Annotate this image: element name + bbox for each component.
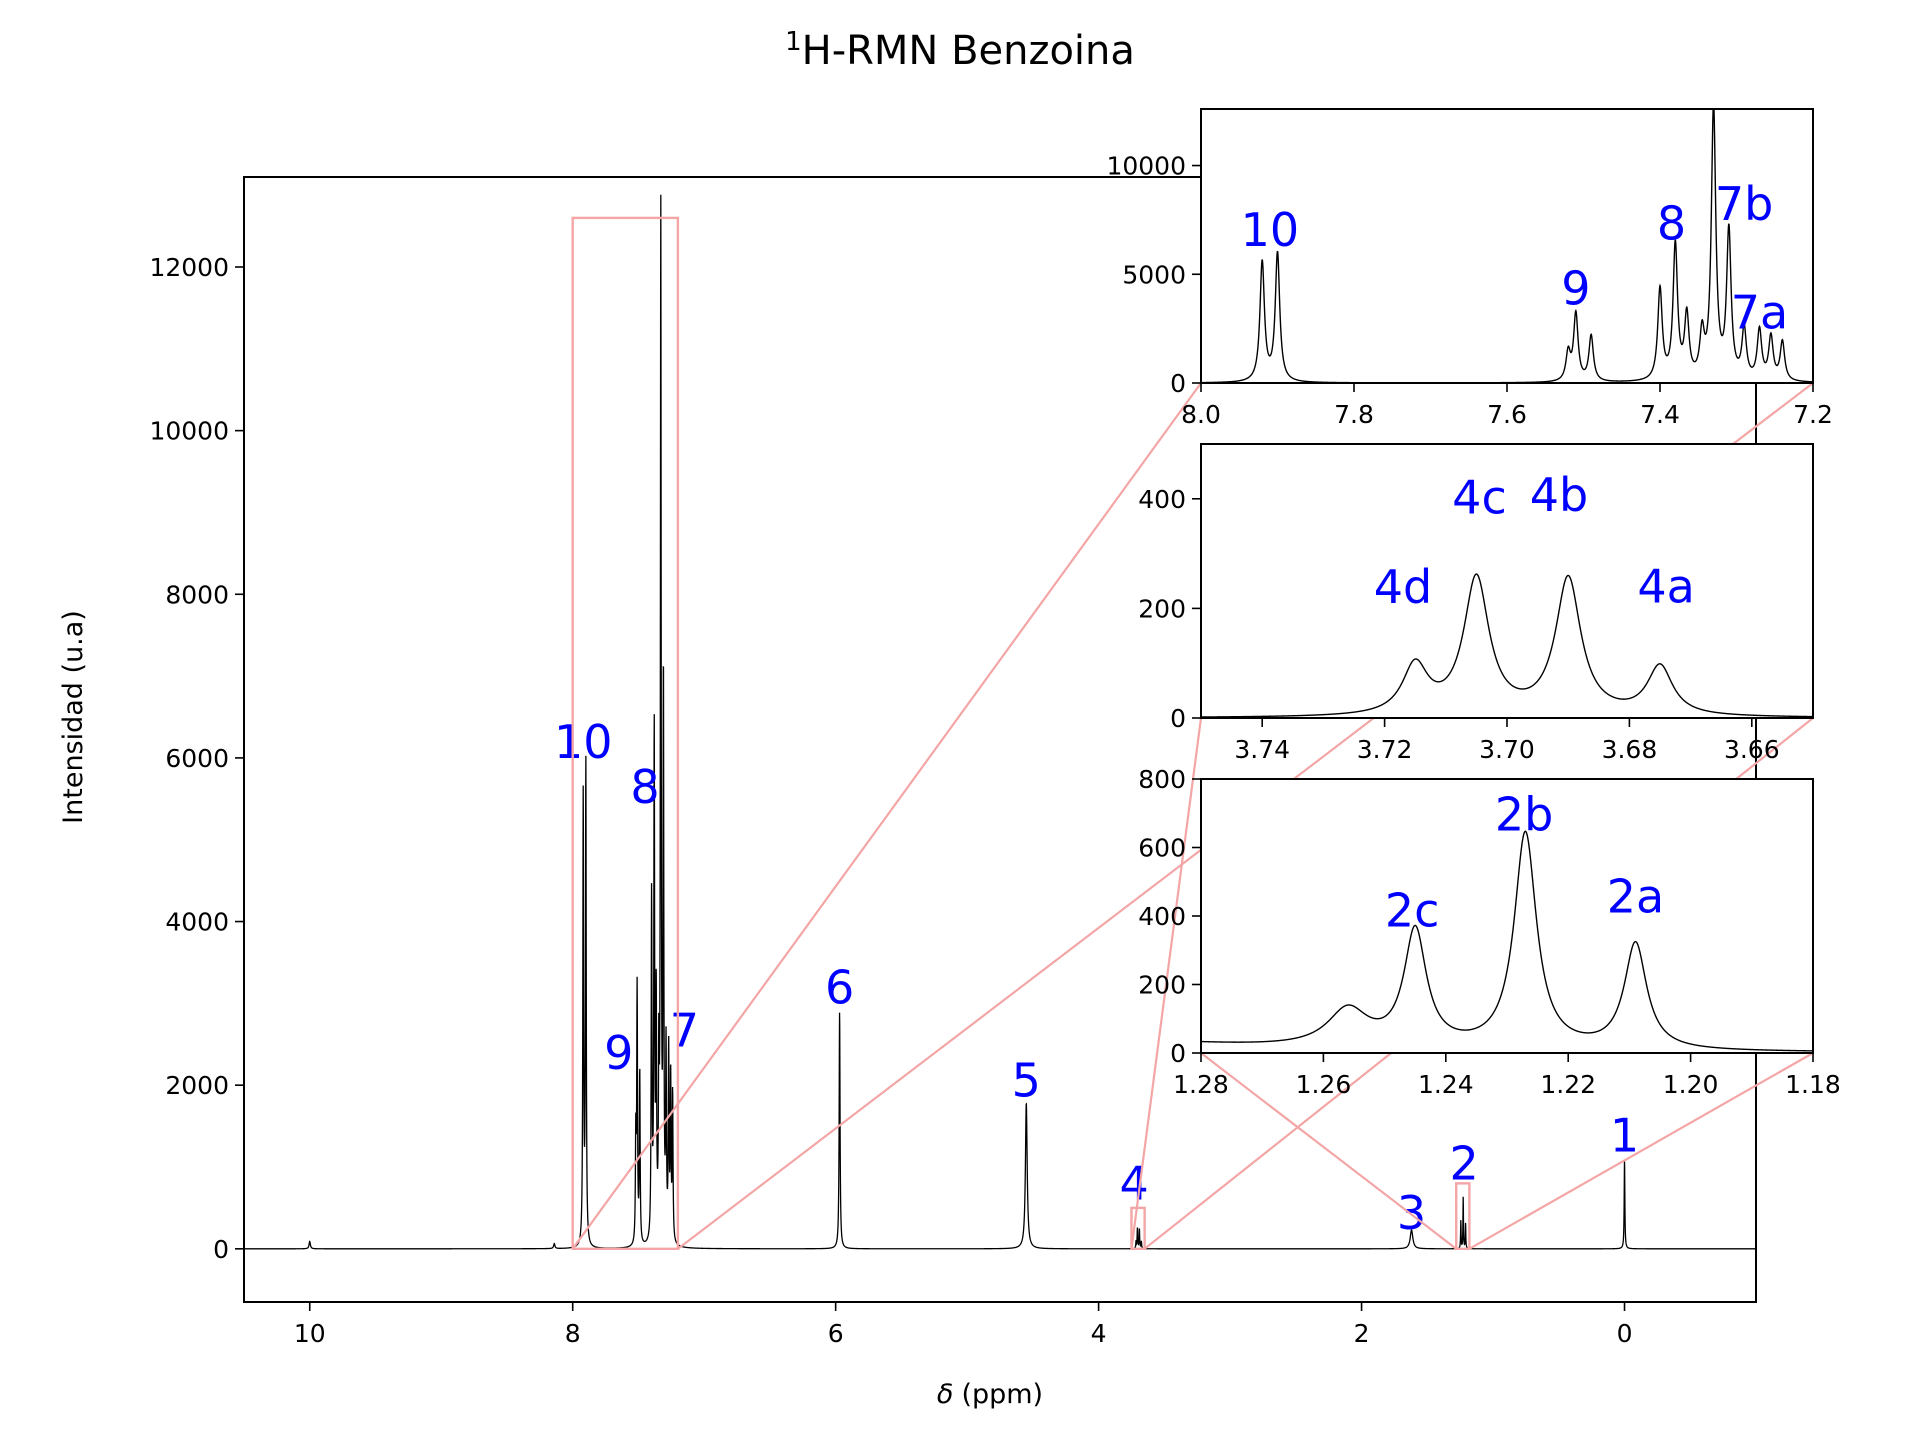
inset-1-xtick-label: 8.0 <box>1181 400 1221 429</box>
zoom-region-box <box>571 216 680 1251</box>
zoom-region-box <box>1130 1206 1146 1251</box>
inset-2-xtick-label: 3.68 <box>1602 735 1658 764</box>
inset-3-xtick-label: 1.20 <box>1663 1070 1719 1099</box>
inset-2-ytick-label: 400 <box>1138 485 1186 514</box>
main-peak-label: 1 <box>1610 1108 1639 1162</box>
x-axis-label-symbol: δ <box>937 1379 954 1410</box>
inset-2-peak-label: 4d <box>1374 560 1432 614</box>
inset-3-ytick-label: 0 <box>1170 1039 1186 1068</box>
main-frame <box>243 176 1757 1303</box>
inset-3-xtick-label: 1.28 <box>1173 1070 1229 1099</box>
main-xtick-label: 2 <box>1354 1319 1370 1348</box>
main-ytick-label: 4000 <box>165 908 229 937</box>
inset-1.2ppm-zoom: 1.28 1.26 1.24 1.22 1.20 1.18 0 200 400 600 800 2c 2… <box>1138 765 1841 1099</box>
zoom-region-box <box>1455 1182 1471 1251</box>
inset-aromatic-zoom: 8.0 7.8 7.6 7.4 7.2 0 5000 10000 10 9 8 7b 7a <box>1106 108 1833 429</box>
inset-3-ytick-label: 400 <box>1138 902 1186 931</box>
inset-3-peak-label: 2b <box>1495 787 1553 841</box>
inset-2-ytick-label: 200 <box>1138 594 1186 623</box>
inset-1-peak-label: 8 <box>1657 196 1686 250</box>
inset-1-peak-label: 10 <box>1241 203 1300 257</box>
chart-title-superscript: 1 <box>785 27 802 57</box>
inset-1-xtick-label: 7.8 <box>1334 400 1374 429</box>
inset-1-xtick-label: 7.2 <box>1793 400 1833 429</box>
main-xtick-label: 10 <box>294 1319 326 1348</box>
zoom-connector-line <box>1200 1052 1457 1250</box>
inset-1-peak-label: 9 <box>1561 262 1590 316</box>
inset-2-xtick-label: 3.74 <box>1234 735 1290 764</box>
inset-3-ytick-label: 600 <box>1138 834 1186 863</box>
main-ytick-label: 12000 <box>149 253 229 282</box>
main-xtick-label: 6 <box>828 1319 844 1348</box>
main-ytick-label: 10000 <box>149 417 229 446</box>
zoom-connector-line <box>1468 1052 1814 1250</box>
inset-2-peak-label: 4a <box>1637 559 1694 613</box>
main-ytick-label: 2000 <box>165 1071 229 1100</box>
inset-1-peak-label: 7b <box>1715 177 1773 231</box>
main-peak-label: 10 <box>554 715 613 769</box>
main-xtick-label: 4 <box>1091 1319 1107 1348</box>
chart-title: 1H-RMN Benzoina <box>785 27 1135 74</box>
inset-1-ytick-label: 0 <box>1170 369 1186 398</box>
inset-2-ytick-label: 0 <box>1170 704 1186 733</box>
inset-3-spectrum-line <box>1201 830 1813 1052</box>
inset-2-xtick-label: 3.72 <box>1357 735 1413 764</box>
inset-2-xtick-label: 3.66 <box>1724 735 1780 764</box>
y-axis-label: Intensidad (u.a) <box>58 610 89 824</box>
inset-3-plot-area <box>1201 779 1813 1053</box>
inset-3-ytick-label: 200 <box>1138 971 1186 1000</box>
main-peak-label: 9 <box>604 1026 633 1080</box>
main-peak-label: 6 <box>825 960 854 1014</box>
main-peak-label: 5 <box>1012 1054 1041 1108</box>
zoom-connector-line <box>571 382 1202 1250</box>
inset-1-ytick-label: 10000 <box>1106 152 1186 181</box>
inset-3-peak-label: 2c <box>1385 883 1440 937</box>
main-ytick-label: 6000 <box>165 744 229 773</box>
main-ytick-label: 8000 <box>165 580 229 609</box>
inset-1-peak-label: 7a <box>1731 286 1788 340</box>
inset-2-plot-area <box>1201 444 1813 718</box>
inset-2-peak-label: 4b <box>1530 468 1588 522</box>
inset-2-xtick-label: 3.70 <box>1479 735 1535 764</box>
inset-3-xtick-label: 1.26 <box>1296 1070 1352 1099</box>
main-peak-label: 4 <box>1119 1157 1148 1211</box>
inset-1-xtick-label: 7.6 <box>1487 400 1527 429</box>
main-peak-label: 7 <box>670 1004 699 1058</box>
inset-2-peak-label: 4c <box>1452 471 1507 525</box>
inset-3-peak-label: 2a <box>1607 870 1664 924</box>
inset-1-ytick-label: 5000 <box>1122 260 1186 289</box>
inset-3-xtick-label: 1.24 <box>1418 1070 1474 1099</box>
inset-3-xtick-label: 1.22 <box>1540 1070 1596 1099</box>
inset-2-spectrum-line <box>1201 573 1813 718</box>
x-axis-label-text: (ppm) <box>961 1379 1043 1410</box>
main-ytick-label: 0 <box>213 1235 229 1264</box>
main-xtick-label: 0 <box>1617 1319 1633 1348</box>
x-axis-label: δ (ppm) <box>937 1379 1043 1410</box>
main-peak-label: 2 <box>1449 1136 1478 1190</box>
inset-3-xtick-label: 1.18 <box>1785 1070 1841 1099</box>
inset-3-ytick-label: 800 <box>1138 765 1186 794</box>
zoom-connector-line <box>1130 717 1203 1249</box>
main-spectrum-line <box>244 194 1756 1250</box>
chart-title-text: H-RMN Benzoina <box>802 28 1135 74</box>
inset-1-xtick-label: 7.4 <box>1640 400 1680 429</box>
main-xtick-label: 8 <box>565 1319 581 1348</box>
main-peak-label: 8 <box>630 760 659 814</box>
inset-3.7ppm-zoom: 3.74 3.72 3.70 3.68 3.66 0 200 400 4d 4c 4b 4a <box>1138 443 1814 764</box>
